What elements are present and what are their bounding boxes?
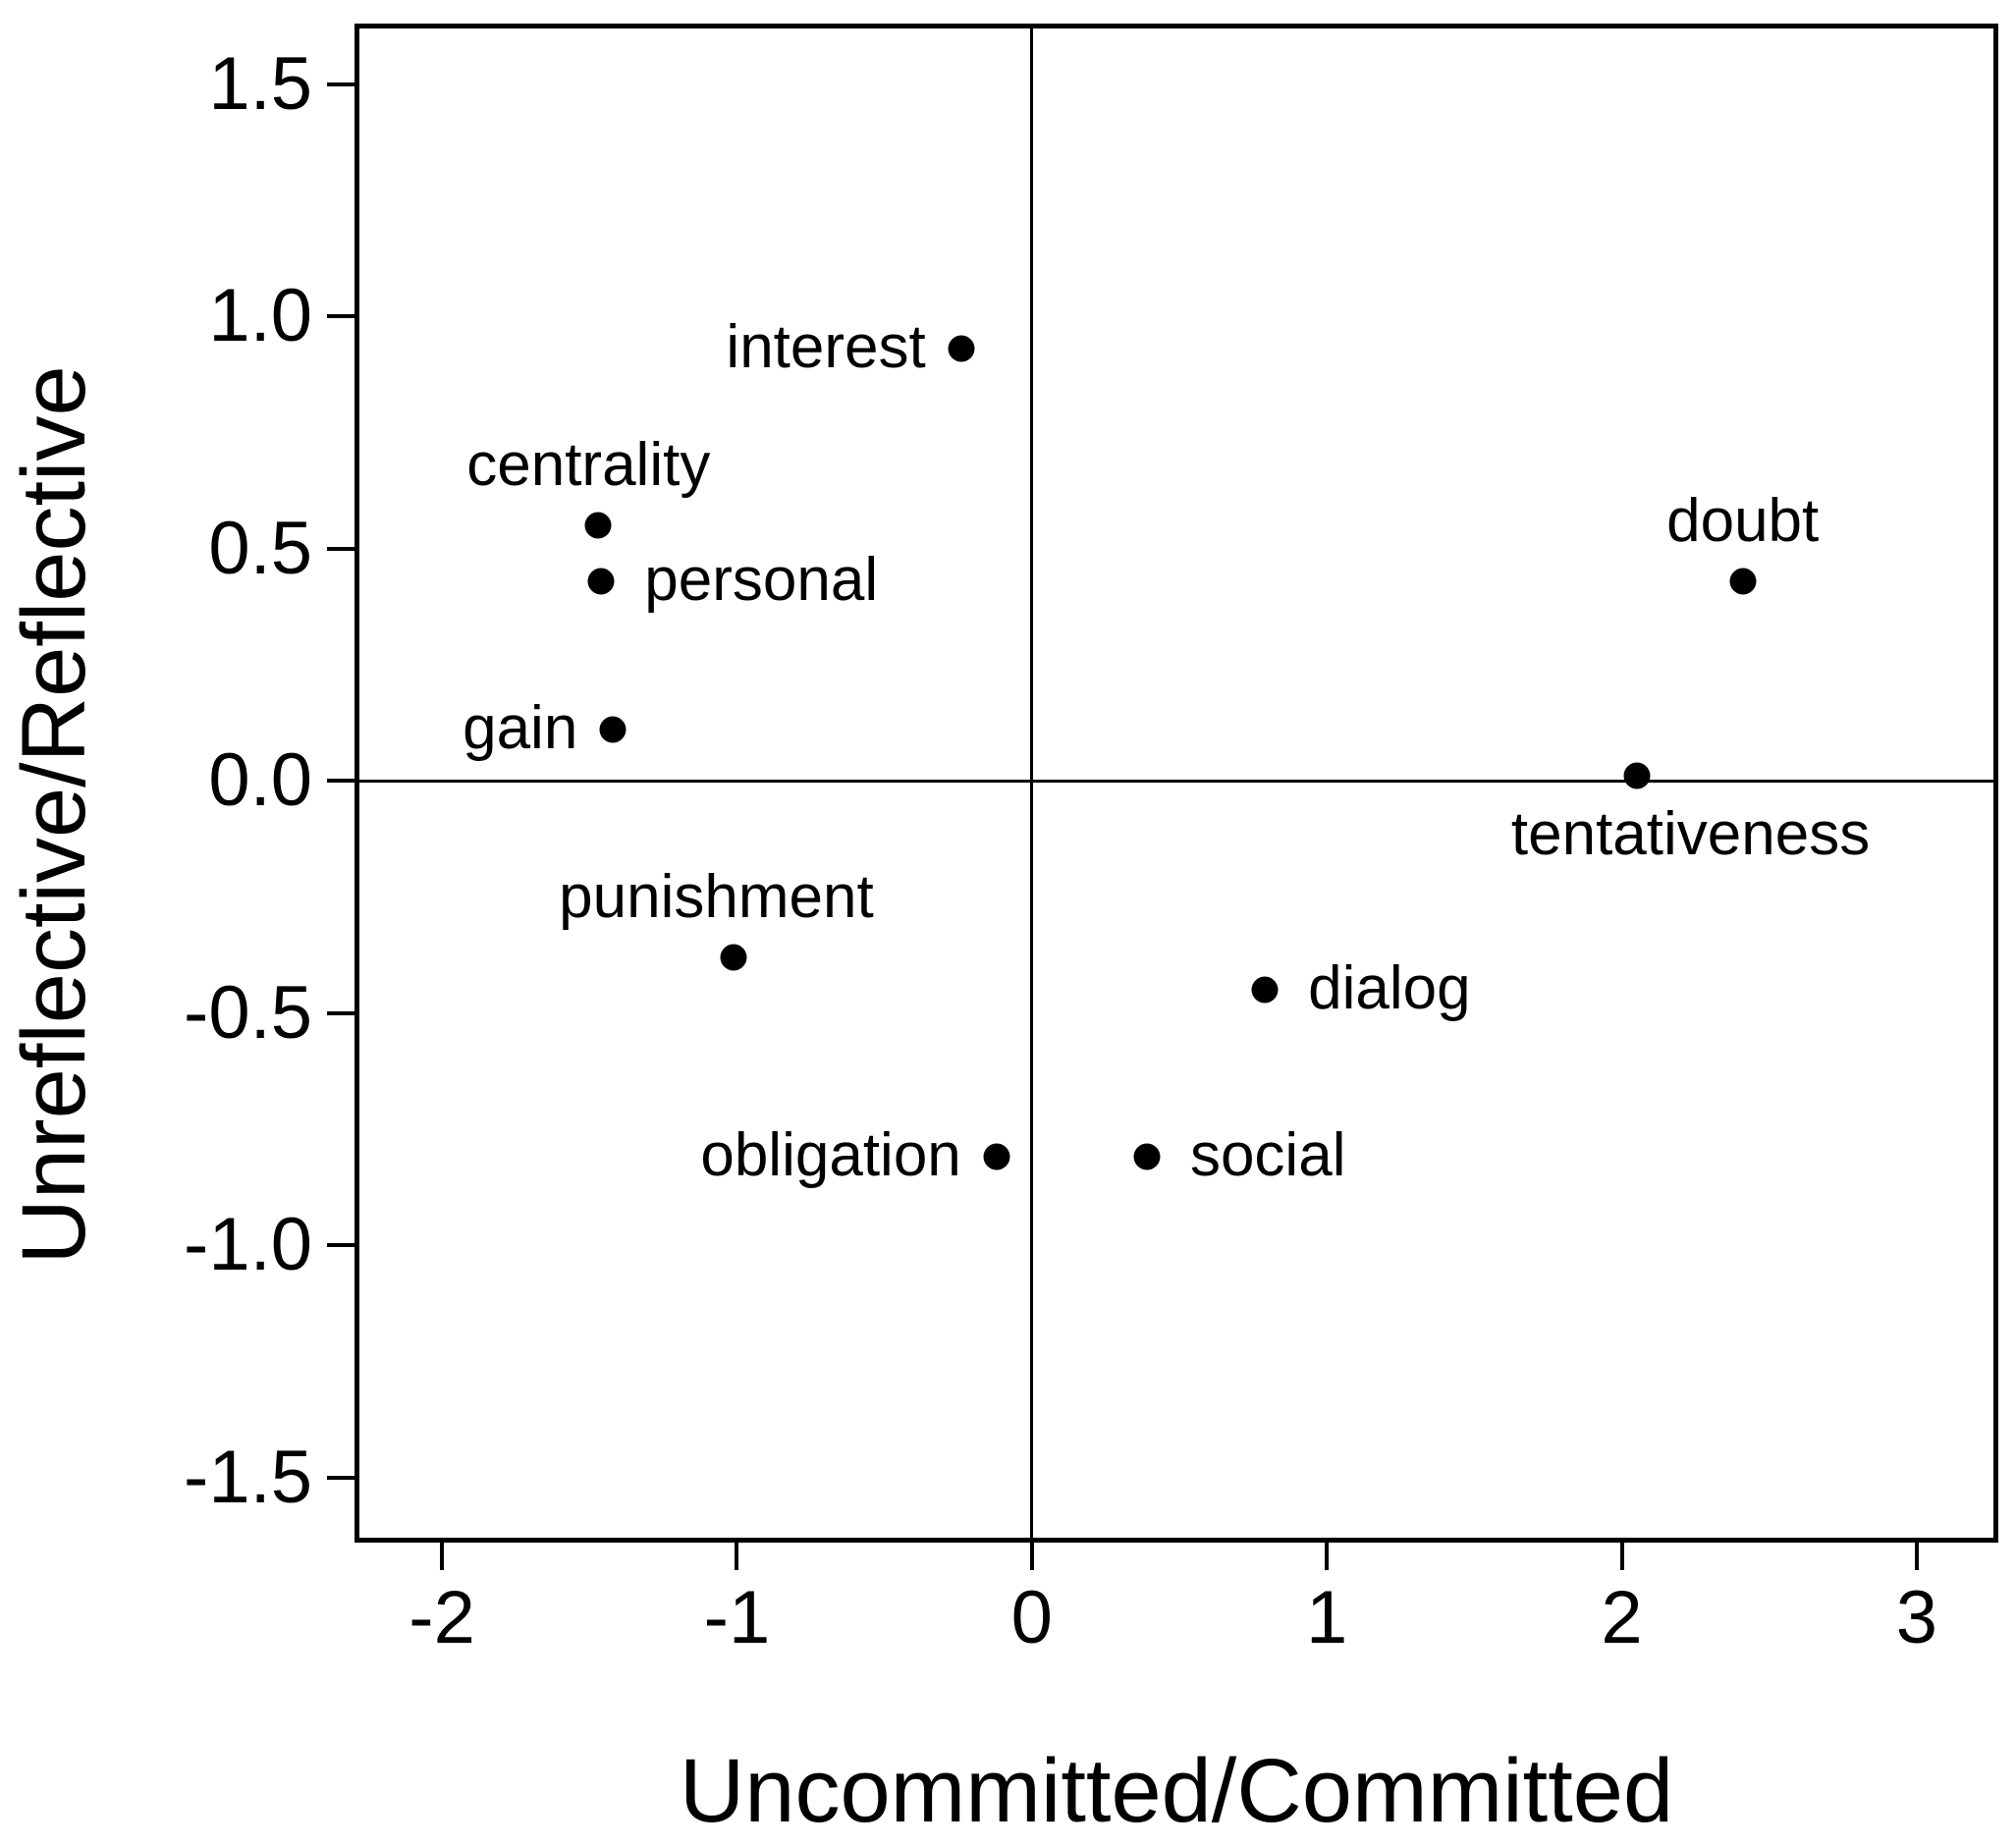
y-tick [327,1243,354,1248]
data-point-label: obligation [700,1121,961,1190]
y-tick-label: -1.5 [184,1435,312,1519]
x-tick-label: -2 [409,1576,475,1659]
y-tick [327,1475,354,1480]
plot-area: interest centrality personal gain doubt tenta… [354,24,1998,1543]
x-tick [1619,1543,1624,1570]
data-point-label: interest [726,313,926,382]
data-point [599,716,627,743]
data-point-label: personal [644,545,879,614]
y-tick [327,314,354,319]
data-point-label: tentativeness [1510,800,1871,869]
y-tick-label: 1.0 [208,274,312,358]
data-point [1623,762,1651,789]
data-point [584,512,612,539]
data-point-label: social [1189,1121,1346,1190]
x-axis-title: Uncommitted/Committed [679,1741,1674,1841]
y-tick-label: -1.0 [184,1203,312,1287]
y-tick-label: -0.5 [184,970,312,1055]
y-tick-label: 1.5 [208,41,312,126]
x-tick-label: 0 [1010,1576,1053,1659]
x-zero-reference-line [1030,28,1034,1538]
data-point-label: gain [463,694,578,763]
x-tick-label: 1 [1306,1576,1348,1659]
x-tick [1325,1543,1330,1570]
data-point [1133,1143,1161,1170]
y-tick-label: 0.0 [208,738,312,823]
y-zero-reference-line [359,779,1993,783]
x-tick [1029,1543,1034,1570]
y-tick-label: 0.5 [208,506,312,590]
data-point [948,335,975,362]
data-point [720,944,747,971]
data-point [983,1143,1010,1170]
x-tick-label: -1 [703,1576,771,1659]
x-tick [440,1543,445,1570]
y-tick [327,1010,354,1015]
data-point-label: dialog [1308,954,1471,1023]
data-point-label: punishment [559,862,874,931]
x-tick-label: 2 [1601,1576,1643,1659]
x-tick-label: 3 [1895,1576,1938,1659]
y-axis-title: Unreflective/Reflective [4,365,104,1265]
y-tick [327,546,354,551]
data-point [587,568,615,595]
x-tick [735,1543,739,1570]
x-tick [1914,1543,1919,1570]
data-point-label: centrality [466,430,711,499]
y-tick [327,779,354,784]
data-point-label: doubt [1666,486,1820,555]
data-point [1251,976,1279,1004]
data-point [1729,568,1757,595]
y-tick [327,81,354,86]
